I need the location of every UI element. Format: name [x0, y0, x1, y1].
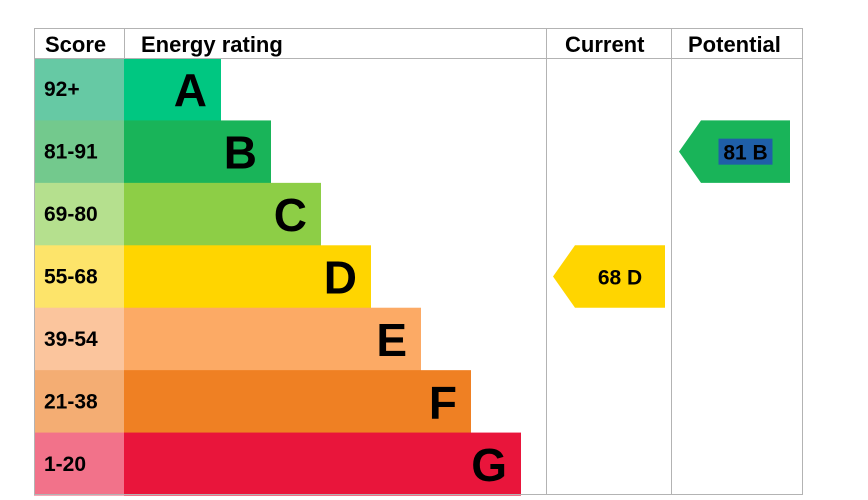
- score-cell-f: [34, 370, 124, 434]
- potential-header: Potential: [688, 32, 781, 57]
- band-letter-a: A: [174, 64, 207, 116]
- score-label-f: 21-38: [44, 390, 98, 413]
- energy-rating-header: Energy rating: [141, 32, 283, 57]
- band-letter-e: E: [376, 314, 407, 366]
- score-label-d: 55-68: [44, 266, 98, 289]
- band-bar-f: [124, 370, 471, 434]
- band-letter-f: F: [429, 376, 457, 428]
- band-letter-b: B: [224, 127, 257, 179]
- score-cell-b: [34, 120, 124, 184]
- band-letter-d: D: [324, 252, 357, 304]
- score-label-c: 69-80: [44, 203, 98, 226]
- current-rating-label: 68 D: [598, 267, 642, 290]
- score-cell-d: [34, 245, 124, 309]
- band-bar-d: [124, 245, 371, 309]
- band-letter-c: C: [274, 189, 307, 241]
- band-bar-e: [124, 307, 421, 371]
- current-rating-arrow: [553, 245, 665, 308]
- score-label-a: 92+: [44, 78, 80, 101]
- score-label-e: 39-54: [44, 328, 98, 351]
- bands-layer: 92+ A 81-91 B 69-80 C 55-68 D 39-54 E 21-38 F 1-20 G: [34, 58, 521, 496]
- arrows-layer: 68 D 81 B: [553, 120, 790, 308]
- score-cell-e: [34, 307, 124, 371]
- score-cell-g: [34, 432, 124, 496]
- header-row: Score Energy rating Current Potential: [45, 32, 781, 57]
- score-header: Score: [45, 32, 106, 57]
- band-bar-a: [124, 58, 221, 122]
- score-cell-a: [34, 58, 124, 122]
- band-letter-g: G: [471, 439, 507, 491]
- band-bar-b: [124, 120, 271, 184]
- grid-layer: [34, 28, 803, 496]
- score-cell-c: [34, 182, 124, 246]
- band-bar-c: [124, 182, 321, 246]
- band-bar-g: [124, 432, 521, 496]
- potential-rating-label-highlight: [718, 138, 773, 165]
- potential-rating-label: 81 B: [723, 142, 767, 165]
- current-header: Current: [565, 32, 645, 57]
- score-label-b: 81-91: [44, 141, 98, 164]
- score-label-g: 1-20: [44, 453, 86, 476]
